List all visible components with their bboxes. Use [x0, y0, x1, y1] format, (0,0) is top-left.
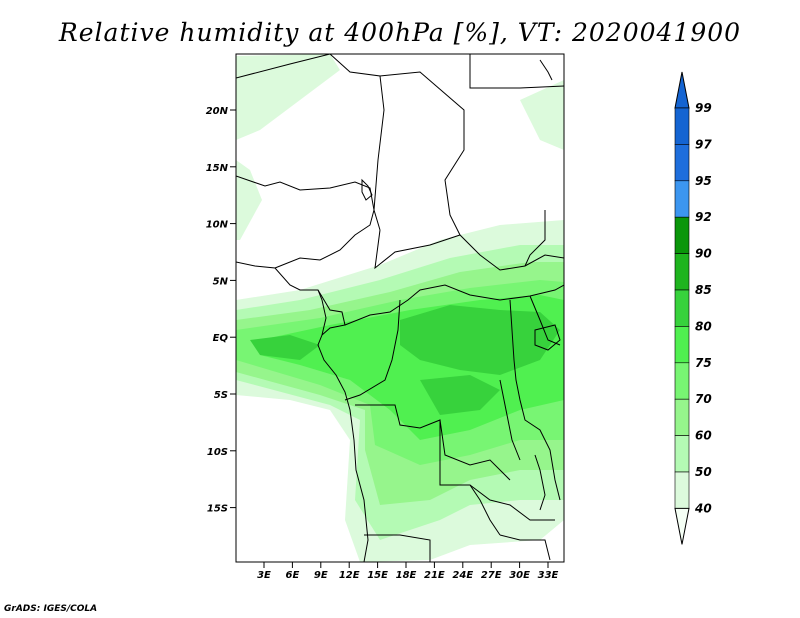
- coastline-west-africa: [236, 261, 369, 562]
- colorbar-label: 85: [695, 283, 712, 297]
- colorbar-segment: [674, 289, 690, 327]
- lake-victoria: [534, 324, 561, 351]
- border-angola-south: [364, 534, 431, 562]
- border-central-1: [317, 289, 346, 336]
- border-central-2: [344, 284, 564, 326]
- colorbar-segment: [674, 435, 690, 473]
- colorbar-top-arrow: [674, 71, 690, 109]
- lat-label: 5S: [214, 390, 228, 401]
- lon-label: 24E: [452, 570, 473, 581]
- lat-label: EQ: [213, 333, 229, 344]
- country-borders: [236, 54, 564, 562]
- border-east-sahel: [524, 210, 546, 267]
- border-north-4: [379, 71, 465, 236]
- border-north-5: [374, 229, 564, 271]
- colorbar-label: 50: [695, 465, 712, 479]
- colorbar-label: 99: [695, 101, 712, 115]
- colorbar-segment: [674, 216, 690, 254]
- colorbar-label: 90: [695, 247, 712, 261]
- lon-label: 18E: [396, 570, 417, 581]
- colorbar-segment: [674, 144, 690, 182]
- map-frame: [235, 53, 565, 563]
- border-zambia: [469, 484, 555, 521]
- colorbar-bottom-arrow: [674, 507, 690, 545]
- coast-east-horn: [539, 59, 553, 81]
- longitude-axis: 3E 6E 9E 12E 15E 18E 21E 24E 27E 30E 33E: [257, 562, 559, 581]
- colorbar: 99 97 95 92 90 85 80 75 70 60 50 40: [674, 71, 712, 545]
- border-north-2: [236, 175, 381, 231]
- lon-label: 6E: [286, 570, 300, 581]
- lon-label: 27E: [481, 570, 502, 581]
- colorbar-label: 75: [695, 356, 712, 370]
- humidity-core-85-south: [420, 375, 500, 415]
- border-north-6: [469, 54, 564, 89]
- lon-label: 33E: [538, 570, 559, 581]
- lon-label: 21E: [424, 570, 445, 581]
- lat-label: 15N: [206, 163, 229, 174]
- lon-label: 12E: [339, 570, 360, 581]
- colorbar-segment: [674, 471, 690, 509]
- colorbar-segment: [674, 362, 690, 400]
- border-nigeria: [274, 209, 375, 269]
- lake-malawi: [534, 454, 546, 511]
- lon-label: 3E: [257, 570, 271, 581]
- lon-label: 30E: [509, 570, 530, 581]
- coast-lake-chad: [361, 178, 373, 201]
- border-mozambique: [499, 534, 551, 561]
- colorbar-segment: [674, 398, 690, 436]
- lat-label: 15S: [207, 504, 228, 515]
- humidity-core-85: [400, 305, 560, 375]
- humidity-patch-north: [236, 54, 340, 140]
- lat-label: 5N: [213, 276, 229, 287]
- humidity-patch-northwest: [236, 160, 262, 240]
- colorbar-label: 70: [695, 392, 712, 406]
- border-congo-river: [344, 299, 401, 401]
- lon-label: 15E: [367, 570, 388, 581]
- border-north-1: [236, 54, 331, 79]
- colorbar-label: 97: [695, 137, 712, 151]
- border-congo-south: [355, 404, 511, 481]
- border-north-3: [329, 54, 385, 211]
- border-angola-east: [439, 420, 501, 536]
- colorbar-label: 95: [695, 174, 712, 188]
- colorbar-segment: [674, 326, 690, 364]
- colorbar-segment: [674, 107, 690, 145]
- lat-label: 20N: [206, 106, 229, 117]
- lat-label: 10N: [206, 220, 229, 231]
- colorbar-segment: [674, 180, 690, 218]
- colorbar-label: 80: [695, 319, 712, 333]
- colorbar-label: 40: [694, 501, 712, 515]
- grads-credit: GrADS: IGES/COLA: [4, 604, 98, 614]
- chart-title: Relative humidity at 400hPa [%], VT: 202…: [58, 18, 742, 47]
- humidity-patch-northeast: [520, 80, 564, 150]
- border-lake-tanganyika: [499, 379, 521, 461]
- border-east-africa: [509, 299, 561, 501]
- humidity-core-85-west: [250, 335, 320, 360]
- colorbar-label: 60: [695, 429, 712, 443]
- humidity-field: [236, 54, 564, 562]
- colorbar-label: 92: [695, 210, 712, 224]
- lon-label: 9E: [314, 570, 328, 581]
- lat-label: 10S: [207, 447, 228, 458]
- latitude-axis: 20N 15N 10N 5N EQ 5S 10S 15S: [206, 106, 236, 515]
- colorbar-segment: [674, 253, 690, 291]
- border-uganda: [529, 295, 561, 346]
